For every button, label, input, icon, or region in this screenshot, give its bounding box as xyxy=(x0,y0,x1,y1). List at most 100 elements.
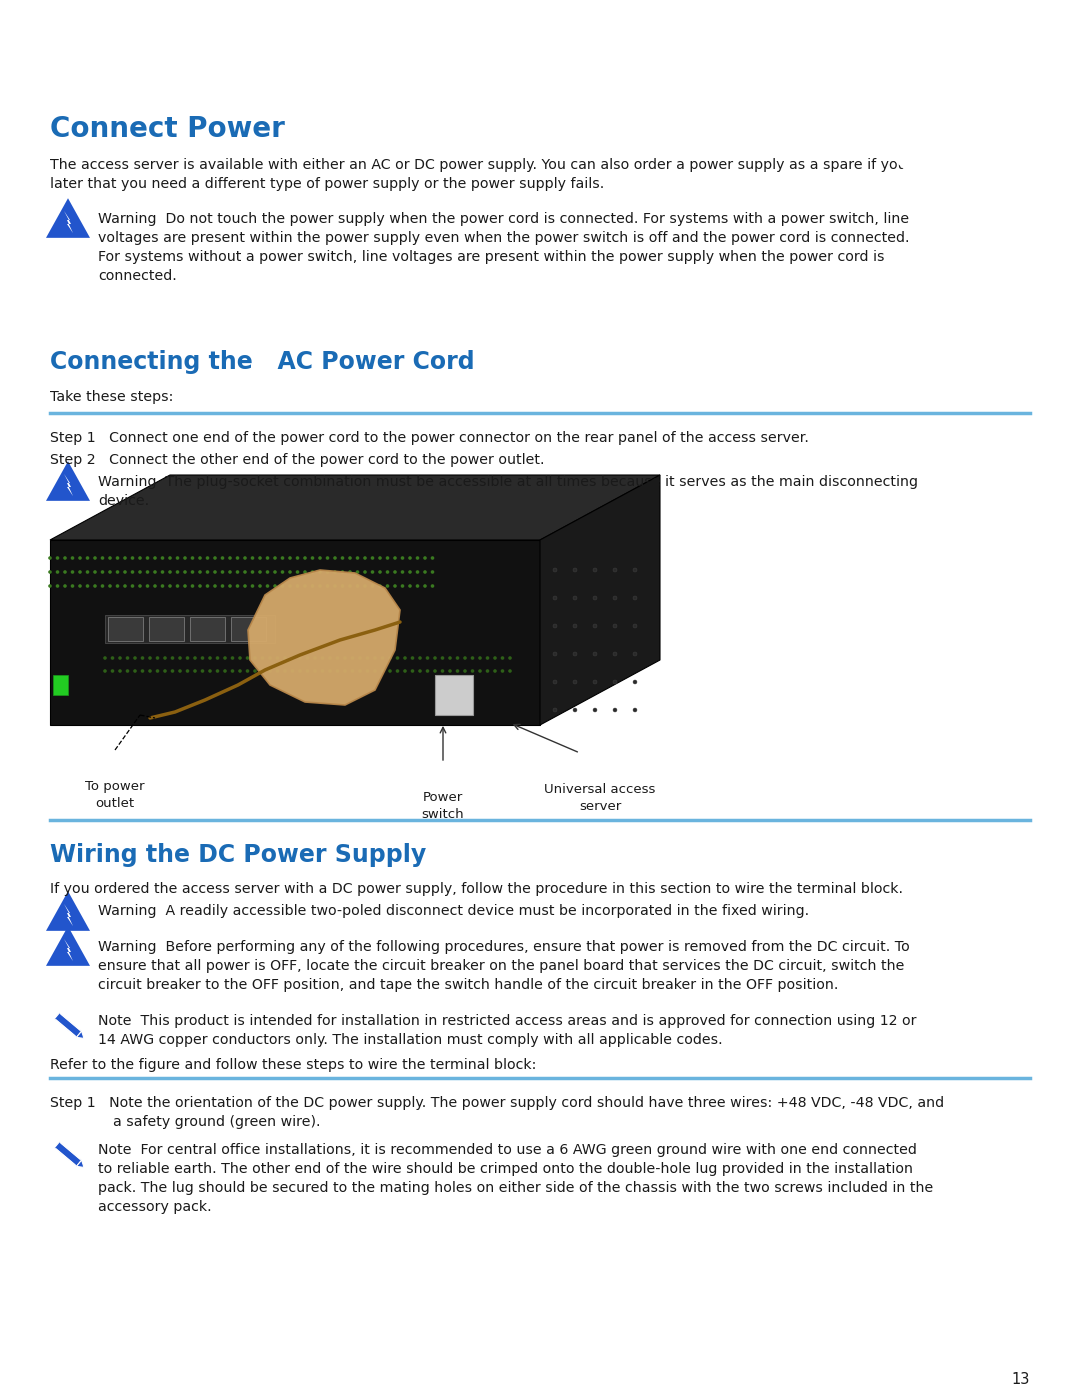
Circle shape xyxy=(224,669,227,673)
Circle shape xyxy=(359,657,362,659)
Circle shape xyxy=(273,570,276,574)
Circle shape xyxy=(56,584,59,588)
Circle shape xyxy=(326,556,329,560)
Circle shape xyxy=(303,556,307,560)
Circle shape xyxy=(148,657,152,659)
Circle shape xyxy=(509,657,512,659)
Circle shape xyxy=(85,556,90,560)
Circle shape xyxy=(118,669,122,673)
Polygon shape xyxy=(1027,6,1080,124)
Text: To power
outlet: To power outlet xyxy=(85,780,145,810)
Text: Note  This product is intended for installation in restricted access areas and i: Note This product is intended for instal… xyxy=(98,1014,917,1046)
Circle shape xyxy=(184,584,187,588)
Text: Connecting the   AC Power Cord: Connecting the AC Power Cord xyxy=(50,351,474,374)
Circle shape xyxy=(303,570,307,574)
Circle shape xyxy=(93,584,97,588)
Circle shape xyxy=(393,556,396,560)
Polygon shape xyxy=(64,904,73,926)
Circle shape xyxy=(153,570,157,574)
Circle shape xyxy=(593,708,597,712)
Polygon shape xyxy=(940,10,994,120)
Circle shape xyxy=(348,556,352,560)
Circle shape xyxy=(456,669,459,673)
Circle shape xyxy=(319,570,322,574)
Polygon shape xyxy=(540,475,660,725)
Circle shape xyxy=(426,657,430,659)
FancyBboxPatch shape xyxy=(53,675,68,694)
Circle shape xyxy=(213,584,217,588)
Circle shape xyxy=(408,570,411,574)
Circle shape xyxy=(410,657,415,659)
Circle shape xyxy=(553,652,557,657)
Circle shape xyxy=(205,584,210,588)
Circle shape xyxy=(340,556,345,560)
Circle shape xyxy=(363,556,367,560)
Circle shape xyxy=(49,584,52,588)
Circle shape xyxy=(243,570,247,574)
Circle shape xyxy=(56,570,59,574)
Circle shape xyxy=(378,570,382,574)
Circle shape xyxy=(140,669,145,673)
Circle shape xyxy=(208,669,212,673)
Circle shape xyxy=(326,584,329,588)
Circle shape xyxy=(334,570,337,574)
Circle shape xyxy=(193,657,197,659)
Circle shape xyxy=(408,584,411,588)
Circle shape xyxy=(343,669,347,673)
Circle shape xyxy=(386,570,389,574)
Circle shape xyxy=(171,657,174,659)
Circle shape xyxy=(319,584,322,588)
Circle shape xyxy=(386,556,389,560)
Circle shape xyxy=(199,584,202,588)
Circle shape xyxy=(176,584,179,588)
Circle shape xyxy=(186,669,189,673)
Polygon shape xyxy=(46,461,90,502)
Circle shape xyxy=(355,556,360,560)
Circle shape xyxy=(78,556,82,560)
Circle shape xyxy=(935,10,1045,120)
Circle shape xyxy=(85,570,90,574)
Circle shape xyxy=(138,584,141,588)
Polygon shape xyxy=(77,1160,84,1168)
Circle shape xyxy=(408,556,411,560)
Circle shape xyxy=(486,669,489,673)
Circle shape xyxy=(363,570,367,574)
Circle shape xyxy=(393,584,396,588)
Text: Step 1   Note the orientation of the DC power supply. The power supply cord shou: Step 1 Note the orientation of the DC po… xyxy=(50,1097,944,1111)
Polygon shape xyxy=(955,6,1026,124)
Circle shape xyxy=(213,556,217,560)
Circle shape xyxy=(573,680,577,685)
Circle shape xyxy=(93,556,97,560)
Text: Step 1   Connect one end of the power cord to the power connector on the rear pa: Step 1 Connect one end of the power cord… xyxy=(50,432,809,446)
Circle shape xyxy=(418,657,422,659)
Circle shape xyxy=(108,584,112,588)
Circle shape xyxy=(133,657,137,659)
Circle shape xyxy=(298,669,301,673)
Circle shape xyxy=(123,584,126,588)
Circle shape xyxy=(478,657,482,659)
Circle shape xyxy=(296,584,299,588)
Circle shape xyxy=(351,669,354,673)
Circle shape xyxy=(311,584,314,588)
Circle shape xyxy=(334,584,337,588)
Circle shape xyxy=(401,556,404,560)
Circle shape xyxy=(168,570,172,574)
Circle shape xyxy=(336,657,339,659)
Circle shape xyxy=(313,669,316,673)
Circle shape xyxy=(401,584,404,588)
Circle shape xyxy=(403,669,407,673)
Circle shape xyxy=(463,657,467,659)
Circle shape xyxy=(64,570,67,574)
Circle shape xyxy=(298,657,301,659)
Polygon shape xyxy=(991,6,1062,124)
Text: a safety ground (green wire).: a safety ground (green wire). xyxy=(50,1115,321,1129)
Circle shape xyxy=(258,570,261,574)
Circle shape xyxy=(313,657,316,659)
Circle shape xyxy=(553,680,557,685)
Circle shape xyxy=(199,556,202,560)
Circle shape xyxy=(216,669,219,673)
Circle shape xyxy=(291,669,294,673)
Circle shape xyxy=(486,657,489,659)
Circle shape xyxy=(355,570,360,574)
Circle shape xyxy=(275,657,280,659)
